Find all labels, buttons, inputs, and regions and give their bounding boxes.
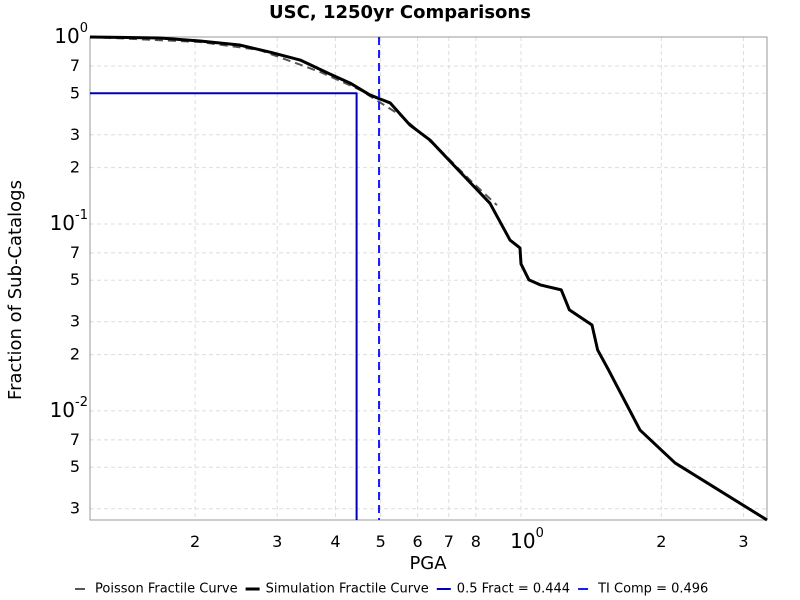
series-line: [89, 36, 498, 206]
series-line: [89, 35, 768, 522]
tick-label: 3: [70, 311, 80, 330]
tick-label-base: 5: [376, 532, 386, 551]
tick-label-base: 5: [70, 83, 80, 102]
tick-label-base: 2: [70, 157, 80, 176]
tick-label: 2: [70, 157, 80, 176]
tick-label-base: 3: [70, 498, 80, 517]
chart-title: USC, 1250yr Comparisons: [269, 2, 531, 23]
tick-label-base: 8: [471, 532, 481, 551]
tick-label-base: 6: [412, 532, 422, 551]
tick-label-base: 2: [190, 532, 200, 551]
tick-label: 2: [70, 344, 80, 363]
legend-label: Poisson Fractile Curve: [95, 582, 238, 597]
tick-label: 5: [70, 457, 80, 476]
plot-frame: [89, 36, 768, 521]
tick-label-exponent: -1: [75, 207, 88, 222]
tick-label: 3: [70, 124, 80, 143]
tick-label-base: 10: [50, 210, 75, 234]
tick-label: 3: [70, 498, 80, 517]
tick-label: 100: [510, 526, 544, 553]
tick-label-exponent: -2: [75, 394, 88, 409]
tick-label: 4: [330, 532, 340, 551]
series-line: [90, 92, 358, 520]
tick-label-base: 3: [70, 124, 80, 143]
tick-label-base: 2: [656, 532, 666, 551]
tick-label-base: 10: [50, 397, 75, 421]
tick-label-base: 4: [330, 532, 340, 551]
tick-label-base: 3: [70, 311, 80, 330]
x-axis-label: PGA: [409, 553, 447, 574]
tick-label: 3: [738, 532, 748, 551]
tick-label-exponent: 0: [80, 21, 88, 36]
tick-label-base: 7: [70, 55, 80, 74]
tick-label-base: 3: [272, 532, 282, 551]
legend-label: 0.5 Fract = 0.444: [457, 582, 570, 597]
tick-label: 5: [70, 83, 80, 102]
tick-label-base: 7: [70, 429, 80, 448]
tick-label: 10-2: [50, 394, 88, 421]
tick-label: 7: [70, 429, 80, 448]
tick-label-base: 10: [510, 529, 535, 553]
tick-label: 100: [54, 21, 88, 48]
legend-label: TI Comp = 0.496: [597, 582, 708, 597]
tick-label-base: 7: [444, 532, 454, 551]
tick-label: 2: [656, 532, 666, 551]
tick-label-base: 5: [70, 270, 80, 289]
tick-label-base: 10: [54, 24, 79, 48]
tick-label: 7: [70, 242, 80, 261]
tick-label: 6: [412, 532, 422, 551]
tick-label-base: 7: [70, 242, 80, 261]
tick-label: 3: [272, 532, 282, 551]
tick-label: 5: [376, 532, 386, 551]
tick-label: 2: [190, 532, 200, 551]
legend-label: Simulation Fractile Curve: [266, 582, 429, 597]
tick-label-base: 3: [738, 532, 748, 551]
tick-label: 7: [444, 532, 454, 551]
tick-label-exponent: 0: [536, 526, 544, 541]
tick-label: 7: [70, 55, 80, 74]
tick-label: 8: [471, 532, 481, 551]
tick-label-base: 2: [70, 344, 80, 363]
y-axis-label: Fraction of Sub-Catalogs: [5, 180, 26, 400]
tick-label-base: 5: [70, 457, 80, 476]
tick-label: 10-1: [50, 207, 88, 234]
tick-label: 5: [70, 270, 80, 289]
